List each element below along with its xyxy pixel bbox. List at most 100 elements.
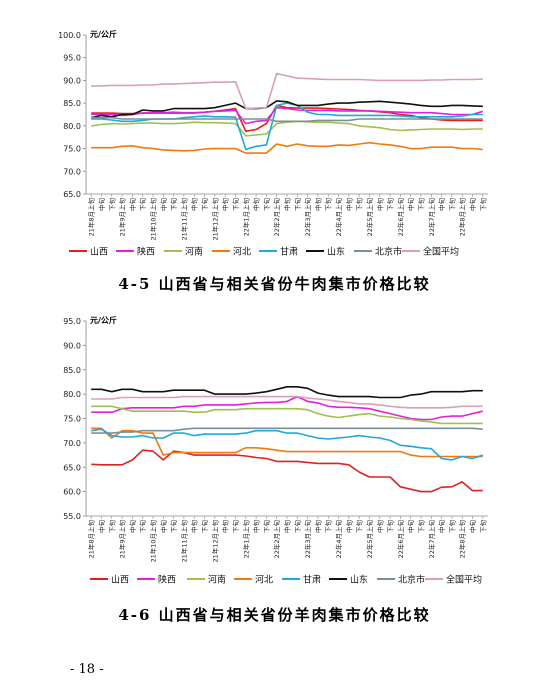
x-tick-label: 22年6月上旬 (396, 520, 405, 559)
x-tick-label: 中旬 (468, 198, 477, 212)
figure-caption-4-5: 4-5 山西省与相关省份牛肉集市价格比较 (118, 275, 431, 293)
x-tick-label: 中旬 (97, 198, 106, 212)
y-tick-label: 80.0 (63, 390, 81, 399)
x-tick-label: 21年12月上旬 (210, 520, 219, 563)
x-tick-label: 21年10月上旬 (149, 198, 158, 241)
x-tick-label: 中旬 (437, 520, 446, 534)
x-tick-label: 22年8月上旬 (458, 198, 467, 237)
x-tick-label: 中旬 (375, 520, 384, 534)
x-tick-label: 下旬 (138, 198, 147, 212)
x-tick-label: 22年3月上旬 (303, 520, 312, 559)
x-tick-label: 中旬 (468, 520, 477, 534)
series-line-6 (91, 386, 483, 399)
series-line-1 (91, 449, 483, 493)
x-tick-label: 下旬 (447, 198, 456, 212)
x-tick-label: 中旬 (344, 520, 353, 534)
x-tick-label: 中旬 (313, 198, 322, 212)
x-tick-label: 21年8月上旬 (87, 198, 96, 237)
x-tick-label: 中旬 (344, 198, 353, 212)
legend-label: 山东 (327, 246, 345, 258)
legend-label: 山西 (111, 575, 129, 586)
x-tick-label: 下旬 (386, 198, 395, 212)
x-tick-label: 下旬 (262, 520, 271, 534)
x-tick-label: 22年5月上旬 (365, 198, 374, 237)
series-line-2 (91, 395, 483, 421)
legend-label: 甘肃 (303, 574, 321, 586)
series-line-8 (91, 395, 483, 409)
figure-caption-4-6: 4-6 山西省与相关省份羊肉集市价格比较 (118, 606, 431, 624)
x-tick-label: 中旬 (128, 520, 137, 534)
x-tick-label: 中旬 (221, 520, 230, 534)
x-tick-label: 下旬 (169, 520, 178, 534)
x-tick-label: 22年2月上旬 (272, 198, 281, 237)
beef-price-chart: 元/公斤 65.0 70.0 75.0 80.0 85.0 90.0 95.0 100.0 21年… (0, 0, 549, 292)
x-tick-label: 中旬 (252, 520, 261, 534)
series-line-3 (91, 120, 483, 137)
y-tick-label: 55.0 (63, 512, 81, 521)
y-axis-unit-label: 元/公斤 (90, 29, 117, 39)
x-tick-label: 22年3月上旬 (303, 198, 312, 237)
x-tick-label: 中旬 (313, 520, 322, 534)
y-tick-label: 75.0 (63, 415, 81, 424)
y-tick-label: 80.0 (63, 122, 81, 131)
x-tick-label: 21年9月上旬 (118, 520, 127, 559)
y-tick-label: 60.0 (63, 488, 81, 497)
legend-label: 北京市 (375, 246, 402, 258)
x-tick-label: 中旬 (406, 198, 415, 212)
legend-label: 北京市 (398, 574, 425, 586)
x-tick-label: 21年10月上旬 (149, 520, 158, 563)
x-tick-label: 中旬 (159, 198, 168, 212)
x-tick-label: 22年7月上旬 (427, 198, 436, 237)
x-tick-label: 下旬 (447, 520, 456, 534)
x-tick-label: 21年11月上旬 (179, 198, 188, 241)
x-tick-label: 中旬 (283, 198, 292, 212)
y-tick-label: 100.0 (58, 31, 81, 40)
x-tick-label: 下旬 (386, 520, 395, 534)
y-axis-unit-label: 元/公斤 (90, 315, 117, 325)
x-tick-label: 下旬 (200, 198, 209, 212)
x-tick-label: 21年8月上旬 (87, 520, 96, 559)
mutton-price-chart-svg: 元/公斤 55.0 60.0 65.0 70.0 75.0 80.0 85.0 90.0 95.0… (63, 315, 488, 586)
legend-label: 全国平均 (446, 574, 482, 586)
x-tick-label: 下旬 (200, 520, 209, 534)
x-tick-label: 下旬 (324, 520, 333, 534)
x-tick-label: 中旬 (128, 198, 137, 212)
series-line-7 (91, 427, 483, 434)
y-tick-label: 65.0 (63, 463, 81, 472)
y-tick-label: 95.0 (63, 317, 81, 326)
x-tick-label: 下旬 (355, 520, 364, 534)
x-tick-label: 22年1月上旬 (241, 198, 250, 237)
x-tick-label: 中旬 (406, 520, 415, 534)
x-tick-label: 下旬 (169, 198, 178, 212)
legend-label: 全国平均 (423, 246, 459, 258)
x-tick-label: 下旬 (107, 198, 116, 212)
y-tick-label: 85.0 (63, 366, 81, 375)
page-number: - 18 - (70, 662, 104, 677)
beef-price-chart-svg: 元/公斤 65.0 70.0 75.0 80.0 85.0 90.0 95.0 100.0 21年… (58, 29, 488, 258)
x-tick-label: 下旬 (262, 198, 271, 212)
legend-label: 河北 (233, 246, 251, 258)
x-tick-label: 下旬 (417, 198, 426, 212)
x-tick-label: 22年4月上旬 (334, 198, 343, 237)
series-line-4 (91, 427, 483, 458)
legend-label: 山西 (90, 247, 108, 258)
x-tick-label: 22年1月上旬 (241, 520, 250, 559)
series-line-2 (91, 106, 484, 125)
mutton-price-chart: 元/公斤 55.0 60.0 65.0 70.0 75.0 80.0 85.0 90.0 95.0… (0, 306, 549, 616)
x-tick-label: 中旬 (375, 198, 384, 212)
x-tick-label: 22年6月上旬 (396, 198, 405, 237)
x-tick-label: 下旬 (293, 520, 302, 534)
x-tick-label: 下旬 (324, 198, 333, 212)
x-tick-label: 下旬 (478, 520, 487, 534)
legend-label: 河北 (255, 574, 273, 586)
y-tick-label: 75.0 (63, 145, 81, 154)
x-tick-label: 中旬 (159, 520, 168, 534)
y-tick-label: 95.0 (63, 54, 81, 63)
x-tick-label: 中旬 (221, 198, 230, 212)
x-tick-label: 22年8月上旬 (458, 520, 467, 559)
x-tick-label: 中旬 (190, 520, 199, 534)
legend-label: 甘肃 (280, 246, 298, 258)
x-tick-label: 中旬 (252, 198, 261, 212)
y-tick-label: 65.0 (63, 190, 81, 199)
legend-label: 河南 (208, 574, 226, 586)
